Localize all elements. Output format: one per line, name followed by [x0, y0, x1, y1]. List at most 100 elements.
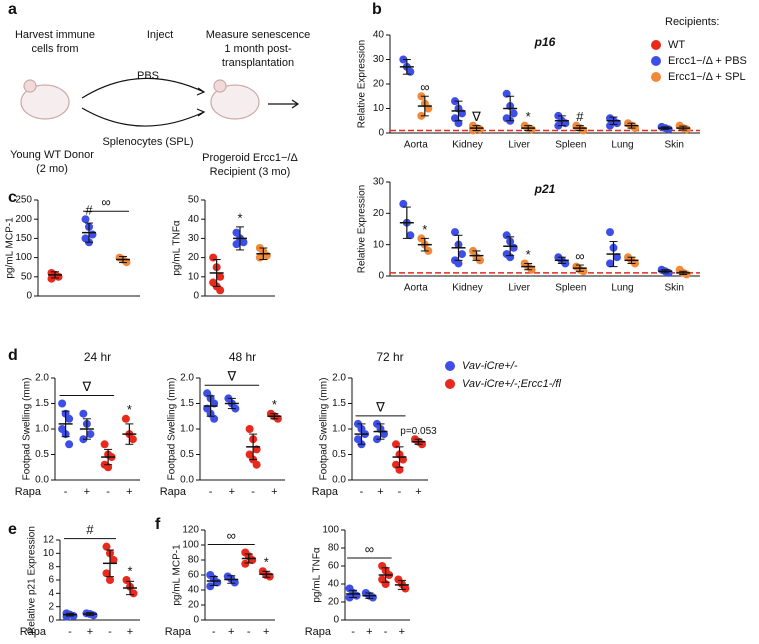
annotation: * — [526, 247, 531, 262]
x-tick-label: Kidney — [452, 140, 483, 151]
y-tick-label: 30 — [373, 54, 385, 65]
y-tick-label: 30 — [188, 233, 200, 244]
annotation: ∞ — [420, 80, 429, 95]
y-tick-label: 10 — [43, 548, 55, 559]
x-tick-label: - — [64, 486, 68, 498]
x-axis-title: Rapa — [312, 486, 339, 498]
y-tick-label: 0.5 — [332, 449, 346, 460]
x-tick-label: - — [351, 626, 355, 638]
x-tick-label: + — [399, 626, 405, 638]
data-point — [209, 253, 218, 262]
panel-letter: d — [8, 347, 18, 364]
x-axis-title: Rapa — [165, 626, 192, 638]
diagram-text: Splenocytes (SPL) — [102, 136, 193, 148]
y-tick-label: 40 — [328, 579, 340, 590]
y-tick-label: 60 — [328, 561, 340, 572]
legend-swatch — [445, 379, 455, 389]
data-point — [527, 125, 536, 134]
chart-title: p16 — [534, 35, 556, 49]
x-tick-label: Lung — [611, 283, 633, 294]
legend-swatch — [445, 361, 455, 371]
x-tick-label: - — [251, 486, 255, 498]
x-axis-title: Rapa — [20, 626, 47, 638]
data-point — [509, 243, 518, 252]
data-point — [106, 576, 114, 584]
diagram-text: PBS — [137, 70, 159, 82]
data-point — [368, 593, 377, 602]
bracket-label: ∞ — [101, 195, 110, 210]
annotation: ∞ — [575, 248, 584, 263]
panel-letter: a — [8, 1, 17, 18]
y-tick-label: 12 — [43, 535, 55, 546]
legend-swatch — [651, 40, 661, 50]
y-tick-label: 8 — [48, 561, 54, 572]
data-point — [54, 272, 63, 281]
y-tick-label: 0 — [378, 128, 384, 139]
legend-swatch — [651, 56, 661, 66]
data-point — [395, 465, 404, 474]
y-tick-label: 0 — [378, 271, 384, 282]
x-tick-label: - — [68, 626, 72, 638]
data-point — [79, 409, 88, 418]
y-tick-label: 2.0 — [35, 373, 49, 384]
y-tick-label: 0 — [193, 615, 199, 626]
x-tick-label: + — [366, 626, 372, 638]
data-point — [109, 556, 118, 564]
y-tick-label: 10 — [188, 271, 200, 282]
x-axis-title: Rapa — [305, 626, 332, 638]
panel-letter: f — [155, 516, 161, 533]
bracket-label: ∇ — [82, 379, 92, 394]
data-point — [239, 238, 248, 247]
x-tick-label: - — [212, 626, 216, 638]
y-tick-label: 20 — [188, 252, 200, 263]
data-point — [206, 582, 215, 591]
diagram-text: 1 month post- — [224, 43, 292, 55]
y-tick-label: 1.5 — [180, 398, 194, 409]
data-point — [230, 578, 239, 587]
legend-label: Ercc1−/Δ + SPL — [668, 71, 746, 83]
chart-title: 48 hr — [229, 350, 256, 364]
legend-label: Vav-iCre+/- — [462, 360, 518, 372]
x-tick-label: Aorta — [404, 140, 428, 151]
x-tick-label: Skin — [664, 283, 683, 294]
x-tick-label: Lung — [611, 140, 633, 151]
data-point — [245, 425, 254, 433]
x-tick-label: Liver — [508, 140, 530, 151]
data-point — [476, 125, 484, 134]
data-point — [401, 584, 410, 593]
y-tick-label: 0.5 — [35, 449, 49, 460]
annotation: * — [127, 402, 132, 417]
y-tick-label: 250 — [15, 195, 32, 206]
y-axis-title: pg/mL MCP-1 — [172, 544, 183, 606]
legend-label: Vav-iCre+/-;Ercc1-/fl — [462, 378, 561, 390]
x-tick-label: - — [360, 486, 364, 498]
data-point — [81, 215, 90, 224]
annotation: * — [264, 555, 269, 570]
x-tick-label: + — [271, 486, 277, 498]
x-tick-label: + — [87, 626, 93, 638]
y-tick-label: 2.0 — [332, 373, 346, 384]
panel-letter: c — [8, 189, 17, 206]
annotation: # — [576, 109, 584, 124]
mouse-ear — [23, 79, 37, 93]
legend-label: WT — [668, 39, 685, 51]
legend-label: Ercc1−/Δ + PBS — [668, 55, 747, 67]
data-point — [352, 591, 361, 600]
diagram-text: Young WT Donor — [10, 149, 94, 161]
diagram-art — [20, 77, 300, 127]
data-point — [62, 612, 71, 621]
chart-title: 24 hr — [84, 350, 111, 364]
x-tick-label: + — [377, 486, 383, 498]
annotation: p=0.053 — [400, 426, 437, 437]
annotation: * — [237, 210, 242, 225]
data-point — [102, 542, 111, 551]
data-point — [252, 460, 261, 469]
legend-swatch — [651, 72, 661, 82]
y-axis-title: Footpad Swelling (mm) — [167, 378, 178, 481]
x-axis-title: Rapa — [15, 486, 42, 498]
x-tick-label: - — [398, 486, 402, 498]
data-point — [58, 399, 67, 408]
data-point — [104, 463, 113, 472]
diagram-text: (2 mo) — [36, 163, 68, 175]
